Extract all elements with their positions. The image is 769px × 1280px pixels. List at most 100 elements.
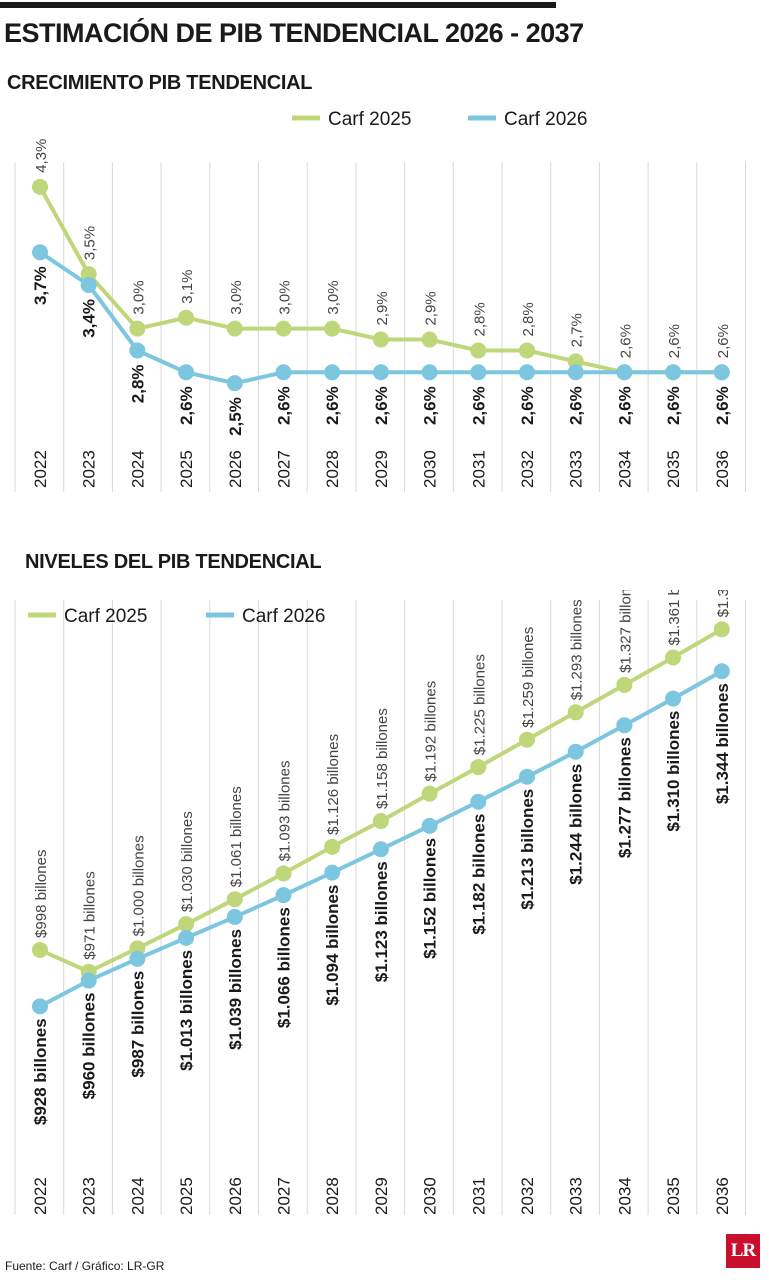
data-point [32, 998, 48, 1015]
data-point [665, 690, 682, 707]
data-point [226, 891, 243, 908]
data-label: 3,0% [228, 280, 245, 314]
data-label: $1.213 billones [518, 789, 537, 910]
data-label: $1.123 billones [372, 861, 391, 982]
x-tick-label: 2026 [226, 1177, 245, 1215]
data-point [421, 785, 438, 802]
data-label: 2,6% [567, 386, 586, 425]
data-point [324, 320, 341, 337]
data-label: $1.152 billones [421, 838, 440, 959]
data-label: 3,1% [179, 270, 196, 304]
x-tick-label: 2030 [421, 450, 440, 488]
x-tick-label: 2022 [31, 1177, 50, 1215]
data-point [713, 621, 730, 638]
data-label: 3,0% [277, 280, 294, 314]
x-tick-label: 2034 [615, 1177, 634, 1215]
x-tick-label: 2033 [567, 1177, 586, 1215]
x-tick-label: 2027 [275, 450, 294, 488]
data-point [324, 838, 341, 855]
data-label: $1.310 billones [664, 711, 683, 832]
data-label: $1.066 billones [275, 907, 294, 1028]
x-tick-label: 2030 [421, 1177, 440, 1215]
data-label: 2,6% [177, 386, 196, 425]
data-point [421, 817, 438, 834]
data-label: 2,6% [518, 386, 537, 425]
data-point [372, 364, 389, 381]
data-point [421, 364, 438, 381]
x-tick-label: 2028 [323, 450, 342, 488]
data-point [275, 364, 292, 381]
data-label: $987 billones [128, 971, 147, 1078]
data-point [129, 950, 146, 967]
x-tick-label: 2024 [128, 1177, 147, 1215]
x-tick-label: 2032 [518, 450, 537, 488]
data-label: 3,4% [80, 299, 99, 338]
x-tick-label: 2025 [177, 450, 196, 488]
top-rule [0, 2, 556, 8]
data-label: 2,5% [226, 397, 245, 436]
data-label: 2,6% [666, 324, 683, 358]
data-point [519, 731, 535, 748]
x-tick-label: 2031 [469, 450, 488, 488]
data-point [275, 865, 292, 882]
data-label: $1.000 billones [130, 835, 147, 936]
data-point [32, 244, 48, 261]
data-point [665, 364, 682, 381]
data-label: 3,0% [130, 280, 147, 314]
data-label: 2,8% [520, 302, 537, 336]
data-label: 4,3% [33, 139, 50, 173]
data-label: 2,6% [715, 324, 732, 358]
data-label: $928 billones [31, 1018, 50, 1125]
data-label: $1.277 billones [615, 737, 634, 858]
data-label: $1.094 billones [323, 885, 342, 1006]
data-point [372, 331, 389, 348]
data-point [616, 364, 633, 381]
data-label: $1.244 billones [567, 764, 586, 885]
data-point [129, 342, 146, 359]
data-label: 3,5% [82, 226, 99, 260]
chart-levels-title: NIVELES DEL PIB TENDENCIAL [25, 551, 322, 573]
data-label: 2,9% [374, 291, 391, 325]
page-title: ESTIMACIÓN DE PIB TENDENCIAL 2026 - 2037 [4, 18, 584, 48]
chart-growth: Carf 2025 Carf 2026 4,3% 3,5% 3,0% 3,1% 3,0% 3,… [14, 109, 746, 492]
data-label: $1.030 billones [179, 811, 196, 912]
data-point [178, 916, 195, 933]
data-point [80, 972, 97, 989]
x-tick-label: 2035 [664, 450, 683, 488]
data-label: $1.225 billones [471, 654, 488, 755]
data-point [616, 717, 633, 734]
data-label: $1.182 billones [469, 814, 488, 935]
data-label: $1.361 billones [666, 590, 683, 646]
data-label: 2,6% [664, 386, 683, 425]
data-label: 2,6% [275, 386, 294, 425]
data-point [713, 364, 730, 381]
data-point [129, 320, 146, 337]
data-label: 2,6% [421, 386, 440, 425]
data-label: 2,6% [617, 324, 634, 358]
legend-label: Carf 2026 [242, 606, 325, 627]
data-label: 2,9% [423, 291, 440, 325]
data-label: $971 billones [82, 871, 99, 959]
data-label: 2,7% [569, 313, 586, 347]
data-label: $1.259 billones [520, 627, 537, 728]
x-tick-label: 2023 [80, 450, 99, 488]
chart-levels: Carf 2025 Carf 2026 $998 billones $971 bill… [14, 590, 746, 1215]
data-point [519, 342, 535, 359]
data-label: $1.158 billones [374, 708, 391, 809]
data-point [713, 663, 730, 680]
x-tick-label: 2031 [469, 1177, 488, 1215]
legend-label: Carf 2026 [504, 109, 587, 130]
data-label: 2,6% [323, 386, 342, 425]
data-label: $1.013 billones [177, 950, 196, 1071]
data-point [32, 178, 48, 195]
x-tick-label: 2026 [226, 450, 245, 488]
data-point [470, 793, 487, 810]
source-note: Fuente: Carf / Gráfico: LR-GR [5, 1259, 165, 1273]
x-tick-label: 2033 [567, 450, 586, 488]
data-point [665, 649, 682, 666]
data-label: $1.126 billones [325, 734, 342, 835]
data-point [567, 704, 584, 721]
data-point [324, 364, 341, 381]
legend-label: Carf 2025 [64, 606, 147, 627]
data-point [372, 841, 389, 858]
